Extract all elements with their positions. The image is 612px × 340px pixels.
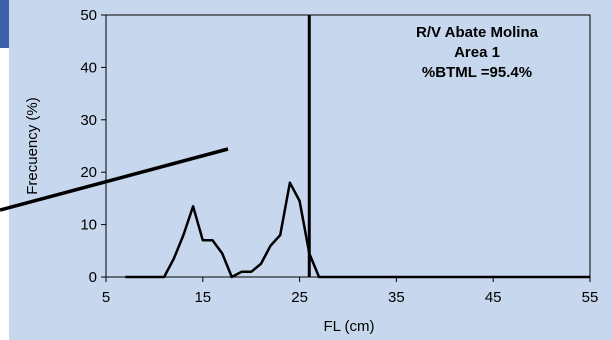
y-axis-title: Frecuency (%) bbox=[24, 97, 41, 195]
y-tick-label: 50 bbox=[80, 7, 97, 24]
x-tick-label: 55 bbox=[582, 289, 599, 306]
x-tick-label: 15 bbox=[194, 289, 211, 306]
y-tick-label: 10 bbox=[80, 217, 97, 234]
annotation-btml: %BTML =95.4% bbox=[422, 64, 532, 81]
y-tick-label: 30 bbox=[80, 112, 97, 129]
plot-area bbox=[105, 14, 591, 278]
annotation-vessel: R/V Abate Molina bbox=[416, 24, 539, 41]
annotation-area: Area 1 bbox=[454, 44, 500, 61]
plot-background bbox=[105, 14, 591, 278]
x-axis-title: FL (cm) bbox=[323, 318, 374, 335]
y-tick-label: 40 bbox=[80, 59, 97, 76]
x-tick-label: 45 bbox=[485, 289, 502, 306]
x-tick-label: 25 bbox=[291, 289, 308, 306]
x-axis-ticks: 5 15 25 35 45 55 bbox=[102, 277, 599, 306]
y-axis-ticks: 0 10 20 30 40 50 bbox=[80, 7, 106, 286]
series-line bbox=[125, 181, 590, 279]
y-tick-label: 0 bbox=[89, 269, 97, 286]
corner-tab bbox=[0, 0, 9, 48]
decorative-diagonal-line bbox=[0, 147, 229, 212]
y-tick-label: 20 bbox=[80, 164, 97, 181]
x-tick-label: 5 bbox=[102, 289, 110, 306]
x-tick-label: 35 bbox=[388, 289, 405, 306]
